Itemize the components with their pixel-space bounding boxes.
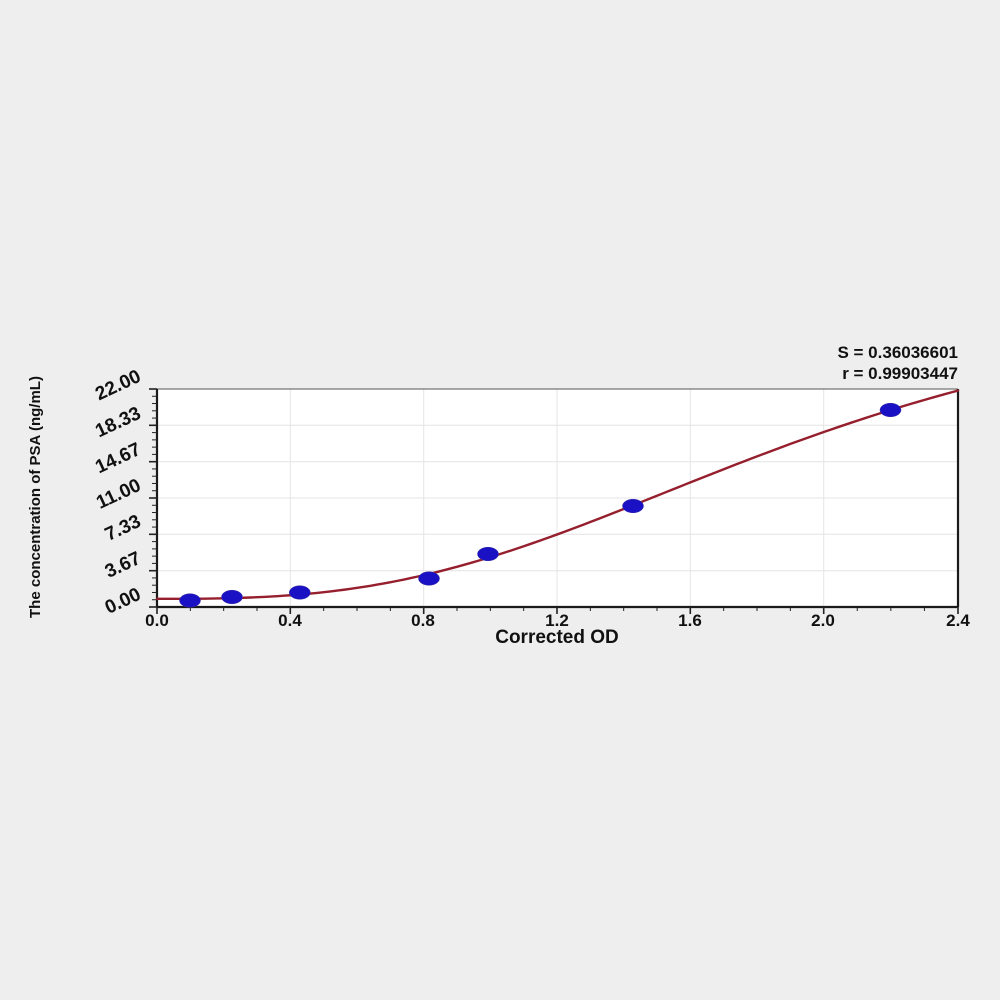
svg-text:r = 0.99903447: r = 0.99903447 <box>842 364 958 383</box>
svg-text:S = 0.36036601: S = 0.36036601 <box>837 343 958 362</box>
